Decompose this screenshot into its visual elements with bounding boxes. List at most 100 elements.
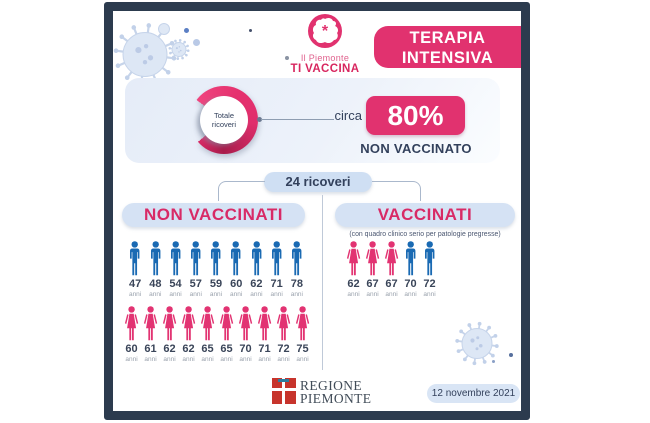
person-female: 67 anni [363, 241, 382, 299]
age-unit-label: anni [347, 291, 360, 298]
person-male: 48 anni [145, 241, 165, 299]
age-unit-label: anni [128, 291, 142, 298]
age-label: 54 [169, 278, 182, 290]
regione-piemonte-emblem [272, 378, 296, 404]
person-female: 60 anni [122, 306, 141, 364]
age-unit-label: anni [220, 356, 233, 363]
person-female: 61 anni [141, 306, 160, 364]
age-unit-label: anni [258, 356, 271, 363]
female-person-icon [276, 306, 291, 341]
decor-dot [158, 23, 170, 35]
bracket-right [372, 181, 421, 201]
vaccinated-people-row: 62 anni 67 anni 67 anni 70 anni 72 anni [344, 241, 439, 299]
circa-label: circa [334, 108, 362, 123]
column-divider [322, 195, 323, 370]
decor-dot [184, 28, 189, 33]
logo-text-bottom: TI VACCINA [290, 63, 360, 75]
female-person-icon [162, 306, 177, 341]
age-unit-label: anni [385, 291, 398, 298]
age-label: 59 [209, 278, 223, 290]
age-label: 70 [239, 343, 252, 355]
title-line2: INTENSIVA [401, 49, 494, 67]
male-person-icon [271, 241, 282, 276]
person-female: 62 anni [179, 306, 198, 364]
male-person-icon [251, 241, 262, 276]
person-male: 62 anni [246, 241, 266, 299]
age-unit-label: anni [404, 291, 417, 298]
female-person-icon [200, 306, 215, 341]
male-person-icon [231, 241, 241, 276]
age-unit-label: anni [189, 291, 202, 298]
age-label: 71 [270, 278, 283, 290]
age-unit-label: anni [169, 291, 182, 298]
person-female: 75 anni [293, 306, 312, 364]
person-male: 47 anni [125, 241, 145, 299]
decor-dot [249, 29, 252, 32]
decor-dot [285, 56, 289, 60]
person-male: 70 anni [401, 241, 420, 299]
percent-badge: 80% [366, 96, 465, 135]
piemonte-region-icon: * [308, 14, 342, 48]
emblem-lambello [278, 379, 289, 382]
age-unit-label: anni [290, 291, 303, 298]
age-label: 70 [404, 278, 417, 290]
infographic-frame: * Il Piemonte TI VACCINA TERAPIA INTENSI… [104, 2, 530, 420]
decor-dot [509, 353, 513, 357]
virus-icon [168, 38, 190, 65]
age-label: 65 [201, 343, 214, 355]
percent-caption: NON VACCINATO [360, 141, 472, 156]
age-unit-label: anni [182, 356, 195, 363]
age-unit-label: anni [277, 356, 290, 363]
person-female: 62 anni [344, 241, 363, 299]
age-label: 61 [144, 343, 157, 355]
person-female: 65 anni [198, 306, 217, 364]
svg-text:*: * [322, 23, 329, 40]
age-unit-label: anni [149, 291, 162, 298]
age-unit-label: anni [366, 291, 379, 298]
age-label: 67 [385, 278, 398, 290]
female-person-icon [384, 241, 399, 276]
age-label: 48 [149, 278, 162, 290]
age-label: 62 [347, 278, 360, 290]
donut-chart: Totale ricoveri [190, 86, 258, 154]
male-person-icon [170, 241, 181, 276]
age-label: 78 [290, 278, 303, 290]
female-person-icon [346, 241, 361, 276]
age-unit-label: anni [239, 356, 252, 363]
age-label: 62 [250, 278, 263, 290]
title-line1: TERAPIA [409, 29, 486, 47]
age-unit-label: anni [230, 291, 243, 298]
person-male: 78 anni [287, 241, 307, 299]
age-label: 62 [163, 343, 176, 355]
person-female: 62 anni [160, 306, 179, 364]
age-label: 71 [258, 343, 271, 355]
age-label: 72 [423, 278, 436, 290]
female-person-icon [257, 306, 272, 341]
regione-piemonte-wordmark: REGIONE PIEMONTE [300, 378, 372, 406]
male-person-icon [405, 241, 416, 276]
person-male: 60 anni [226, 241, 246, 299]
age-unit-label: anni [270, 291, 283, 298]
vaccinated-subtitle: (con quadro clinico serio per patologie … [349, 231, 501, 238]
age-unit-label: anni [250, 291, 263, 298]
person-female: 65 anni [217, 306, 236, 364]
decor-dot [492, 360, 495, 363]
male-person-icon [130, 241, 140, 276]
age-unit-label: anni [209, 291, 223, 298]
age-label: 47 [128, 278, 142, 290]
age-label: 60 [125, 343, 138, 355]
female-person-icon [238, 306, 253, 341]
person-female: 67 anni [382, 241, 401, 299]
female-person-icon [295, 306, 310, 341]
age-unit-label: anni [144, 356, 157, 363]
donut-center-label: Totale ricoveri [200, 96, 248, 144]
age-label: 57 [189, 278, 202, 290]
person-male: 59 anni [206, 241, 226, 299]
summary-panel: Totale ricoveri circa 80% NON VACCINATO [125, 78, 500, 163]
female-person-icon [365, 241, 380, 276]
decor-dot [193, 39, 200, 46]
age-unit-label: anni [296, 356, 309, 363]
age-label: 72 [277, 343, 290, 355]
age-label: 60 [230, 278, 243, 290]
